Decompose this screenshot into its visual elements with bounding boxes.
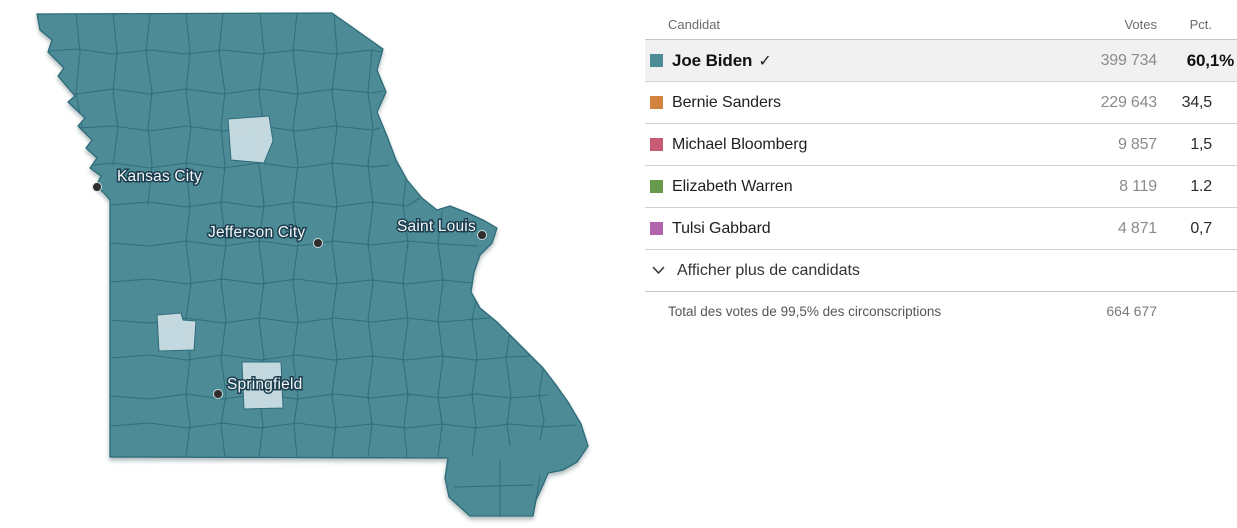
county-borders xyxy=(37,13,576,516)
light-county-north[interactable] xyxy=(227,115,274,164)
candidate-name: Michael Bloomberg xyxy=(672,135,808,153)
candidate-color-swatch xyxy=(650,138,663,151)
candidate-row-biden: Joe Biden ✓ 399 734 60,1% xyxy=(645,40,1237,82)
results-table: Candidat Votes Pct. Joe Biden ✓ 399 734 … xyxy=(645,0,1237,330)
saint-louis-dot xyxy=(477,230,487,240)
candidate-row-warren: Elizabeth Warren 8 119 1.2 xyxy=(645,166,1237,208)
city-markers: Kansas City Jefferson City Saint Louis S… xyxy=(92,167,487,399)
candidate-pct: 34,5 xyxy=(1181,93,1213,111)
springfield-label: Springfield xyxy=(227,376,302,393)
candidate-votes: 8 119 xyxy=(1119,177,1157,195)
header-pct: Pct. xyxy=(1189,17,1212,32)
total-votes-label: Total des votes de 99,5% des circonscrip… xyxy=(668,303,942,319)
candidate-votes: 4 871 xyxy=(1117,219,1157,237)
candidate-pct: 60,1% xyxy=(1186,50,1234,70)
light-county-springfield[interactable] xyxy=(241,361,284,410)
missouri-county-map[interactable]: Kansas City Jefferson City Saint Louis S… xyxy=(0,0,622,528)
chevron-down-icon xyxy=(652,264,665,277)
candidate-name: Elizabeth Warren xyxy=(672,177,793,195)
candidate-votes: 399 734 xyxy=(1100,51,1158,69)
candidate-color-swatch xyxy=(650,180,663,193)
candidate-row-gabbard: Tulsi Gabbard 4 871 0,7 xyxy=(645,208,1237,250)
candidate-name: Tulsi Gabbard xyxy=(672,219,771,237)
candidate-votes: 229 643 xyxy=(1100,93,1158,111)
candidate-color-swatch xyxy=(650,96,663,109)
candidate-row-bloomberg: Michael Bloomberg 9 857 1,5 xyxy=(645,124,1237,166)
state-shape-group xyxy=(36,12,589,517)
jefferson-city-dot xyxy=(313,238,323,248)
state-outline xyxy=(36,12,589,517)
header-candidate: Candidat xyxy=(668,17,721,32)
saint-louis-label: Saint Louis xyxy=(397,218,476,235)
winner-check-icon: ✓ xyxy=(758,52,772,70)
springfield-dot xyxy=(213,389,223,399)
table-header: Candidat Votes Pct. xyxy=(645,0,1237,40)
candidate-color-swatch xyxy=(650,54,663,67)
show-more-label: Afficher plus de candidats xyxy=(677,261,860,279)
candidate-pct: 1,5 xyxy=(1190,135,1212,153)
header-votes: Votes xyxy=(1124,17,1157,32)
show-more-candidates-button[interactable]: Afficher plus de candidats xyxy=(645,250,1237,292)
jefferson-city-label: Jefferson City xyxy=(208,224,305,241)
candidate-name: Joe Biden ✓ xyxy=(672,50,772,70)
candidate-color-swatch xyxy=(650,222,663,235)
kansas-city-dot xyxy=(92,182,102,192)
candidate-pct: 0,7 xyxy=(1190,219,1212,237)
kansas-city-label: Kansas City xyxy=(117,168,202,185)
candidate-pct: 1.2 xyxy=(1190,177,1212,195)
candidate-row-sanders: Bernie Sanders 229 643 34,5 xyxy=(645,82,1237,124)
candidate-name: Bernie Sanders xyxy=(672,93,781,111)
light-county-west[interactable] xyxy=(156,312,197,352)
total-votes-row: Total des votes de 99,5% des circonscrip… xyxy=(645,292,1237,330)
candidate-votes: 9 857 xyxy=(1117,135,1157,153)
total-votes-value: 664 677 xyxy=(1106,303,1157,319)
